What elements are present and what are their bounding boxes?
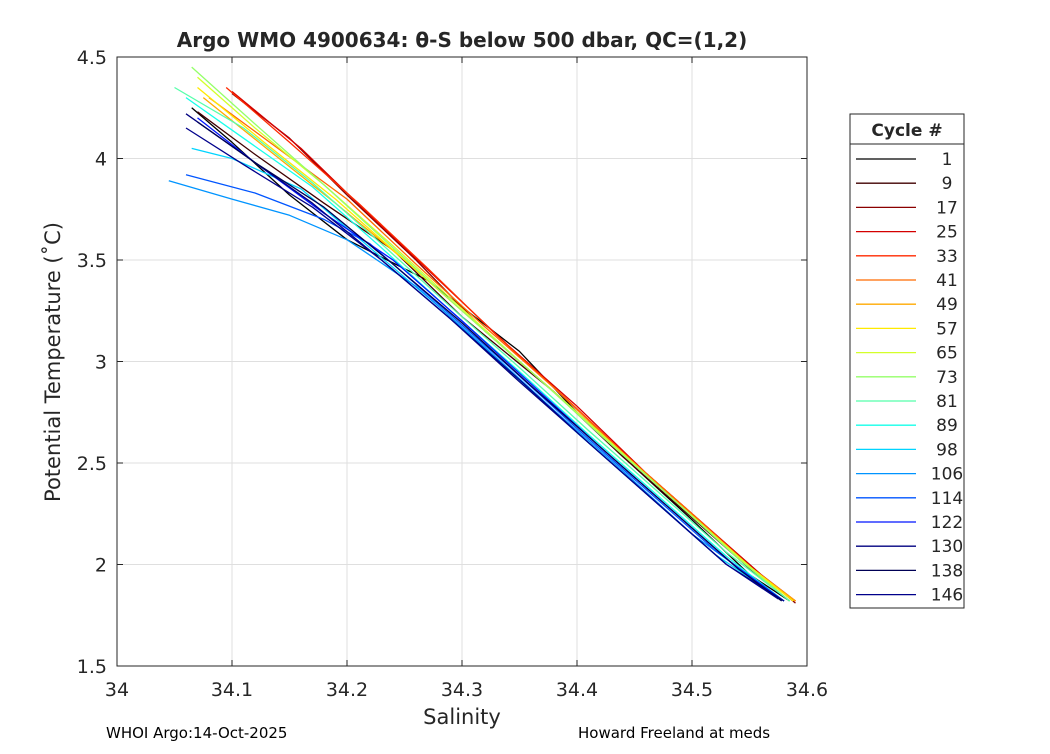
series-line-cycle-73 xyxy=(191,66,791,602)
legend-label-cycle-122: 122 xyxy=(931,513,963,533)
series-line-cycle-65 xyxy=(197,76,791,602)
legend-label-cycle-81: 81 xyxy=(936,392,958,412)
footer-author: Howard Freeland at meds xyxy=(578,724,771,742)
footer-source: WHOI Argo:14-Oct-2025 xyxy=(106,724,288,742)
axis-ticks: 34 34.1 34.2 34.3 34.4 34.5 34.6 1.5 2 2.5 3 3.5 4 4.… xyxy=(77,47,828,701)
y-tick-label: 3 xyxy=(95,352,107,374)
legend-label-cycle-130: 130 xyxy=(931,537,963,557)
x-tick-label: 34.3 xyxy=(441,679,483,701)
y-tick-label: 2 xyxy=(95,555,107,577)
y-tick-label: 4.5 xyxy=(77,47,107,69)
legend-label-cycle-17: 17 xyxy=(936,198,958,218)
legend-label-cycle-114: 114 xyxy=(931,489,963,509)
y-tick-label: 2.5 xyxy=(77,453,107,475)
series-line-cycle-114 xyxy=(185,174,785,602)
series-line-cycle-106 xyxy=(168,180,785,602)
legend-label-cycle-146: 146 xyxy=(931,586,963,606)
x-tick-label: 34.6 xyxy=(786,679,828,701)
x-tick-label: 34.2 xyxy=(326,679,368,701)
legend-label-cycle-49: 49 xyxy=(936,295,958,315)
y-axis-label: Potential Temperature (˚C) xyxy=(41,222,65,502)
legend-label-cycle-25: 25 xyxy=(936,223,958,243)
series-line-cycle-138 xyxy=(197,121,783,602)
x-tick-label: 34 xyxy=(105,679,129,701)
legend-label-cycle-57: 57 xyxy=(936,319,958,339)
x-tick-label: 34.4 xyxy=(556,679,598,701)
legend-label-cycle-89: 89 xyxy=(936,416,958,436)
legend-label-cycle-138: 138 xyxy=(931,561,963,581)
x-tick-label: 34.5 xyxy=(671,679,713,701)
series-line-cycle-81 xyxy=(174,86,791,602)
legend-label-cycle-1: 1 xyxy=(942,150,953,170)
legend-label-cycle-106: 106 xyxy=(931,465,963,485)
legend-title: Cycle # xyxy=(871,121,942,141)
legend-label-cycle-98: 98 xyxy=(936,440,958,460)
y-tick-label: 4 xyxy=(95,149,107,171)
legend-label-cycle-65: 65 xyxy=(936,344,958,364)
x-tick-label: 34.1 xyxy=(211,679,253,701)
legend-label-cycle-41: 41 xyxy=(936,271,958,291)
series-line-cycle-146 xyxy=(185,127,779,600)
legend-label-cycle-33: 33 xyxy=(936,247,958,267)
y-tick-label: 1.5 xyxy=(77,656,107,678)
legend-box xyxy=(849,113,965,609)
legend: Cycle # 1 9 17 25 33 41 49 57 65 73 81 89 98 106 114 12… xyxy=(849,113,965,609)
x-axis-label: Salinity xyxy=(423,705,501,729)
chart-title: Argo WMO 4900634: θ-S below 500 dbar, QC… xyxy=(177,28,747,52)
legend-entries: 1 9 17 25 33 41 49 57 65 73 81 89 98 106 114 122 130 138 1… xyxy=(856,150,963,606)
series-line-cycle-25 xyxy=(231,90,796,602)
y-tick-label: 3.5 xyxy=(77,250,107,272)
legend-label-cycle-73: 73 xyxy=(936,368,958,388)
series-line-cycle-41 xyxy=(208,97,796,602)
series-lines xyxy=(168,66,796,604)
legend-label-cycle-9: 9 xyxy=(942,174,953,194)
